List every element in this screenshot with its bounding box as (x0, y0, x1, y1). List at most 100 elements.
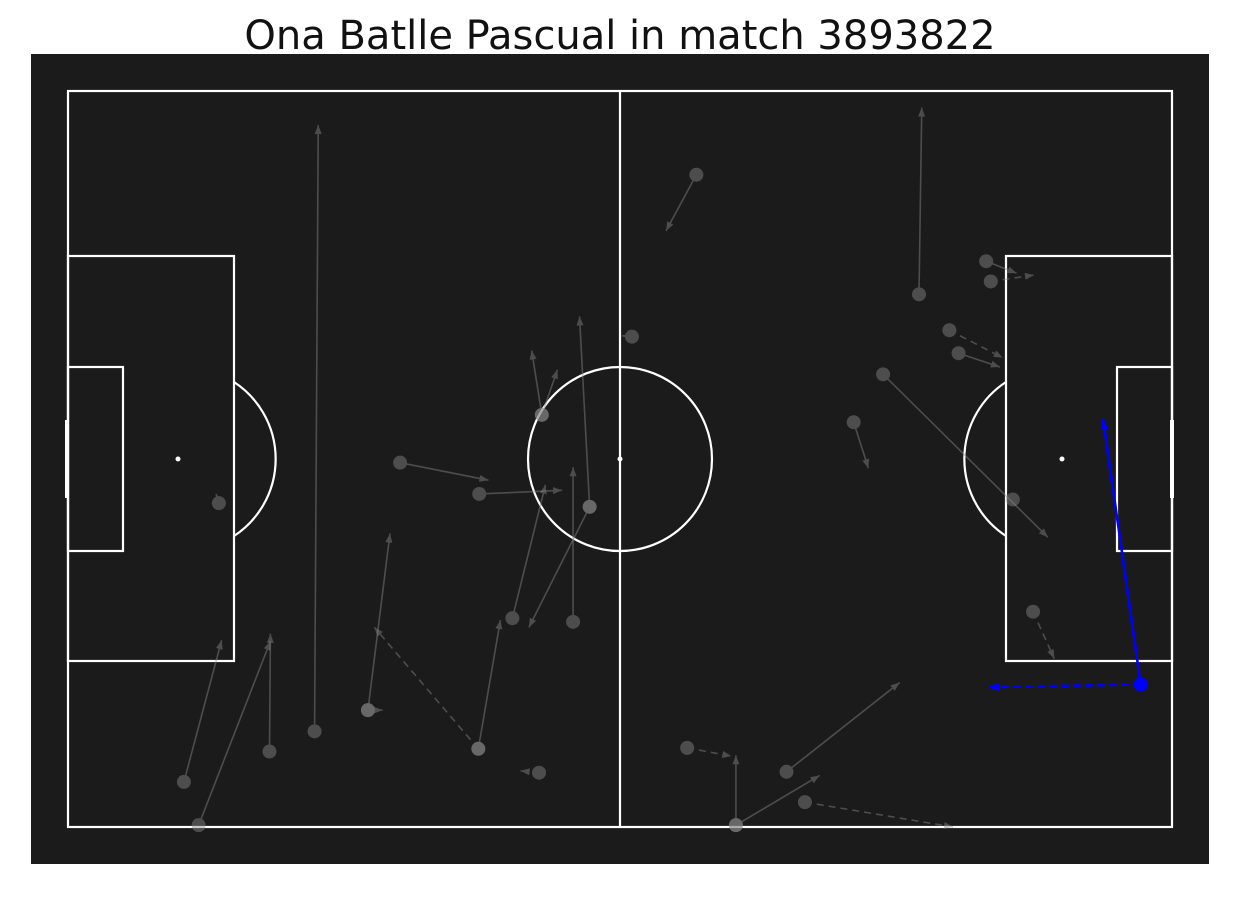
action-start-point (582, 499, 597, 514)
action-arrowhead (539, 484, 547, 495)
action-start-point (471, 741, 486, 756)
action-arrowhead (810, 775, 820, 784)
action-start-point (942, 323, 957, 338)
action-line (530, 350, 543, 415)
action-9 (211, 493, 226, 511)
action-arrowhead (993, 350, 1003, 358)
action-arrowhead (732, 755, 740, 765)
action-arrowhead (569, 467, 577, 477)
action-start-point (1005, 492, 1020, 507)
action-arrowhead (215, 640, 223, 650)
action-6 (505, 484, 547, 626)
center-spot (617, 456, 623, 462)
action-start-point (779, 764, 794, 779)
action-8 (393, 455, 489, 482)
action-5 (520, 765, 547, 780)
action-start-point (393, 455, 408, 470)
action-line (985, 260, 1017, 274)
action-arrowhead (943, 822, 954, 829)
action-arrowhead (528, 617, 537, 628)
action-11 (176, 640, 223, 789)
action-arrowhead (621, 333, 632, 341)
action-start-point (534, 407, 549, 422)
action-arrowhead (373, 706, 383, 714)
action-13 (566, 467, 581, 629)
pitch-markings (65, 89, 1174, 829)
action-line (313, 125, 320, 732)
action-line (511, 484, 547, 619)
right-penalty-spot (1059, 456, 1065, 462)
action-start-point (728, 818, 743, 833)
action-line (578, 316, 591, 507)
action-start-point (471, 741, 486, 756)
action-start-point (951, 346, 966, 361)
action-19 (665, 167, 704, 232)
action-arrowhead (1100, 418, 1109, 430)
action-21 (728, 774, 821, 833)
action-start-point (689, 167, 704, 182)
action-start-point (360, 703, 375, 718)
action-start-point (211, 496, 226, 511)
action-28 (979, 254, 1017, 274)
highlighted-action (987, 677, 1148, 692)
action-24 (680, 740, 732, 758)
actions-layer (176, 107, 1055, 833)
action-arrowhead (666, 221, 674, 231)
pitch-spots (175, 456, 1065, 462)
action-arrowhead (990, 360, 1000, 368)
action-line (621, 334, 633, 338)
chart-title: Ona Batlle Pascual in match 3893822 (244, 13, 996, 59)
action-line (786, 681, 901, 773)
action-line (918, 107, 923, 295)
action-start-point (846, 415, 861, 430)
action-1 (360, 533, 393, 718)
action-arrowhead (862, 458, 869, 469)
action-arrowhead (529, 350, 537, 360)
action-line (528, 506, 591, 628)
action-29 (1005, 492, 1020, 507)
action-arrowhead (576, 316, 584, 326)
action-start-point (979, 254, 994, 269)
action-22 (797, 795, 954, 829)
action-start-point (262, 744, 277, 759)
action-start-point (176, 774, 191, 789)
left-penalty-arc (233, 381, 277, 537)
action-18 (621, 329, 639, 344)
action-start-point (534, 407, 549, 422)
action-arrowhead (1047, 648, 1055, 659)
action-line (958, 352, 1001, 368)
action-arrowhead (1006, 266, 1017, 274)
action-start-point (191, 818, 206, 833)
action-16 (576, 316, 597, 514)
action-line (479, 489, 563, 495)
action-line (687, 747, 732, 757)
action-start-point (582, 499, 597, 514)
action-start-point (1133, 677, 1148, 692)
action-line (367, 533, 391, 711)
action-start-point (728, 818, 743, 833)
action-line (1101, 418, 1143, 685)
action-start-point (472, 486, 487, 501)
action-line (735, 774, 821, 826)
action-start-point (680, 740, 695, 755)
action-arrowhead (552, 487, 563, 495)
action-start-point (360, 703, 375, 718)
action-start-point (307, 724, 322, 739)
action-17 (528, 499, 597, 628)
right-penalty-arc (963, 381, 1007, 537)
action-30 (1026, 604, 1055, 659)
action-arrowhead (263, 641, 271, 651)
action-12 (262, 633, 277, 759)
left-penalty-spot (175, 456, 181, 462)
action-31 (942, 323, 1004, 359)
action-line (197, 640, 272, 826)
action-line (1032, 611, 1055, 659)
action-arrowhead (988, 682, 1000, 691)
action-23 (779, 681, 901, 779)
action-line (852, 421, 870, 469)
action-10 (191, 640, 272, 833)
action-line (215, 493, 220, 504)
action-start-point (983, 274, 998, 289)
action-32 (951, 346, 1001, 368)
